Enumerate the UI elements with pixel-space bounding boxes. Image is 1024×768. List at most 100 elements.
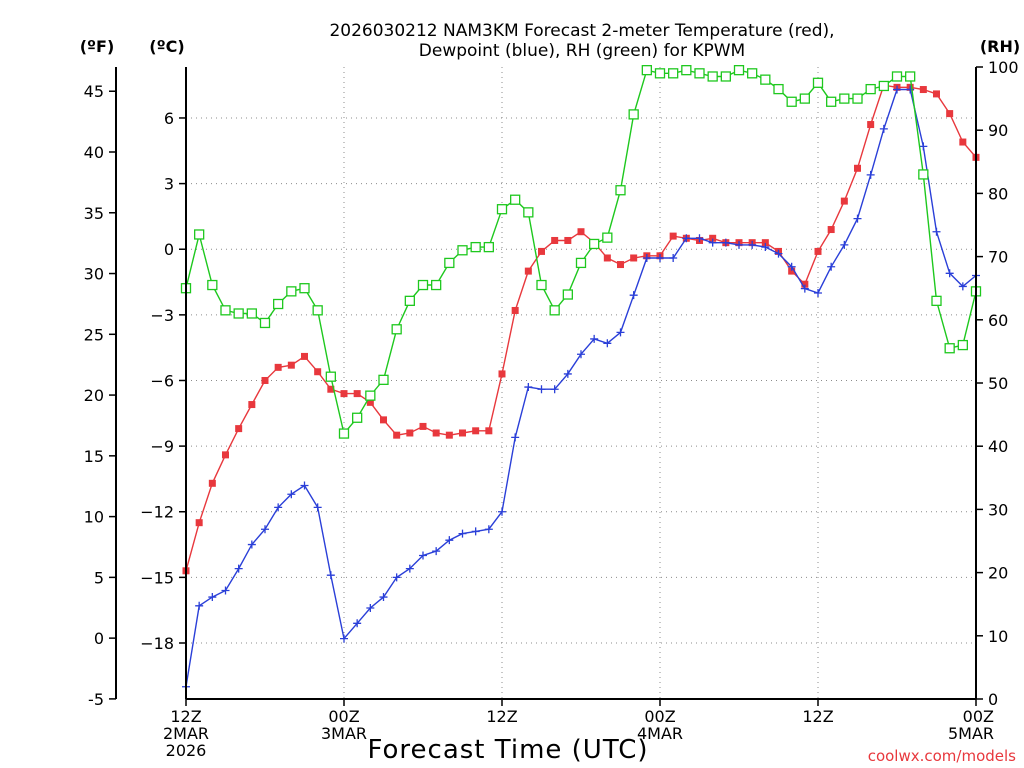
dewpoint-point — [392, 573, 401, 582]
time-tick-label: 3MAR — [321, 724, 367, 743]
dewpoint-point — [287, 490, 296, 499]
x-axis-title: Forecast Time (UTC) — [367, 735, 648, 765]
dewpoint-point — [906, 85, 915, 94]
dewpoint-point — [379, 593, 388, 602]
rh-point — [826, 96, 837, 107]
dewpoint-point — [261, 525, 269, 534]
dewpoint-point — [840, 240, 849, 249]
temperature-point — [248, 401, 256, 409]
time-tick-label: 12Z — [486, 707, 517, 726]
rh-point — [536, 279, 547, 291]
temperature-point — [432, 429, 440, 437]
temperature-series — [182, 81, 980, 575]
temperature-line — [185, 84, 977, 571]
fahrenheit-tick-label: 45 — [84, 82, 104, 101]
rh-point — [865, 83, 876, 95]
temperature-point — [669, 232, 677, 240]
dewpoint-point — [669, 253, 678, 262]
rh-point — [496, 204, 508, 215]
dewpoint-point — [656, 253, 664, 262]
rh-point — [891, 71, 903, 82]
celsius-tick-label: −18 — [140, 634, 174, 653]
time-tick-label: 00Z — [328, 707, 359, 726]
fahrenheit-tick-label: 40 — [84, 143, 104, 162]
rh-point — [733, 65, 745, 76]
temperature-point — [340, 390, 348, 398]
dewpoint-point — [550, 385, 559, 394]
temperature-point — [380, 416, 387, 424]
rh-point — [325, 371, 336, 382]
rh-point — [707, 71, 718, 82]
rh-point — [812, 77, 824, 88]
dewpoint-point — [405, 564, 414, 573]
rh-point — [194, 229, 205, 240]
temperature-point — [235, 425, 243, 433]
dewpoint-point — [893, 85, 901, 94]
rh-point — [957, 339, 968, 351]
dewpoint-point — [458, 529, 467, 538]
temperature-point — [603, 254, 611, 262]
time-tick-label: 2MAR — [163, 724, 209, 743]
rh-tick-label: 100 — [988, 58, 1019, 77]
grid-lines — [185, 67, 977, 699]
rh-point — [694, 68, 705, 79]
rh-point — [549, 305, 560, 316]
chart-title-line2: Dewpoint (blue), RH (green) for KPWM — [419, 41, 745, 61]
fahrenheit-tick-label: 5 — [94, 568, 104, 587]
temperature-point — [274, 363, 282, 371]
time-tick-label: 4MAR — [637, 724, 683, 743]
dewpoint-point — [748, 240, 757, 249]
rh-tick-label: 80 — [988, 184, 1008, 203]
temperature-point — [406, 429, 414, 437]
rh-point — [589, 238, 600, 250]
dewpoint-point — [879, 124, 888, 133]
temperature-point — [551, 236, 559, 244]
rh-tick-label: 40 — [988, 437, 1008, 456]
time-tick-label: 2026 — [166, 741, 207, 760]
dewpoint-point — [590, 334, 599, 343]
temperature-point — [630, 254, 638, 262]
temperature-point — [353, 390, 361, 398]
temperature-point — [327, 385, 335, 393]
dewpoint-point — [853, 214, 862, 223]
dewpoint-point — [432, 547, 441, 556]
temperature-point — [946, 110, 954, 118]
temperature-point — [366, 398, 374, 406]
dewpoint-line — [185, 88, 977, 687]
dewpoint-point — [682, 234, 691, 243]
temperature-point — [287, 361, 295, 369]
dewpoint-point — [445, 536, 454, 545]
temperature-point — [577, 228, 585, 236]
rh-point — [931, 295, 942, 306]
temperature-point — [524, 267, 532, 275]
temperature-point — [814, 247, 822, 255]
rh-tick-labels: 0 10 20 30 40 50 60 70 80 90 100 — [976, 58, 1019, 709]
rh-point — [615, 185, 626, 196]
temperature-point — [419, 422, 427, 430]
temperature-point — [195, 519, 203, 527]
dewpoint-point — [313, 503, 322, 512]
fahrenheit-axis-label: (ºF) — [80, 37, 115, 56]
dewpoint-point — [537, 385, 546, 394]
temperature-point — [459, 429, 466, 437]
rh-axis-label: (RH) — [980, 37, 1020, 56]
rh-point — [562, 289, 573, 300]
temperature-point — [314, 368, 322, 376]
dewpoint-point — [484, 525, 493, 534]
rh-point — [220, 305, 231, 316]
data-series — [180, 65, 982, 691]
rh-point — [207, 279, 218, 291]
celsius-tick-label: −12 — [140, 503, 174, 522]
dewpoint-point — [827, 262, 836, 271]
rh-point — [944, 343, 955, 354]
celsius-tick-label: 0 — [164, 240, 174, 259]
rh-tick-label: 0 — [988, 690, 998, 709]
time-tick-label: 12Z — [170, 707, 201, 726]
rh-point — [575, 257, 587, 269]
temperature-point — [393, 431, 401, 439]
chart-title-line1: 2026030212 NAM3KM Forecast 2-meter Tempe… — [329, 21, 834, 41]
dewpoint-point — [326, 571, 335, 580]
dewpoint-point — [340, 634, 348, 643]
